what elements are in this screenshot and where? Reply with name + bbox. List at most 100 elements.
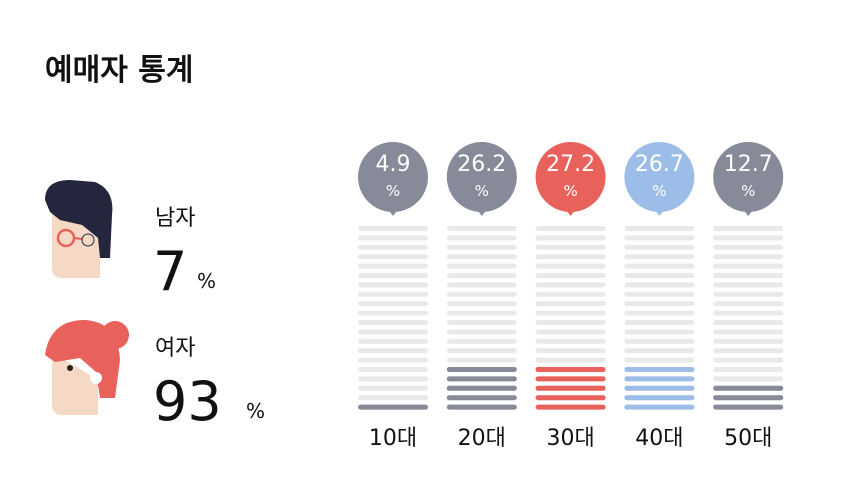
category-label: 40대: [635, 426, 683, 451]
empty-stripe: [713, 244, 784, 250]
bubble: [713, 142, 784, 212]
empty-stripe: [358, 395, 428, 401]
empty-stripe: [713, 348, 784, 354]
empty-stripe: [446, 244, 517, 250]
empty-stripe: [446, 348, 517, 354]
bar-stripe: [446, 376, 517, 382]
value-label: 4.9: [376, 152, 411, 177]
gender-unit: %: [246, 399, 265, 423]
empty-stripe: [446, 254, 517, 260]
empty-stripe: [535, 282, 606, 288]
empty-stripe: [535, 291, 606, 297]
empty-stripe: [358, 385, 428, 391]
gender-label: 여자: [155, 336, 195, 361]
bar-stripe: [624, 395, 695, 401]
empty-stripe: [624, 348, 695, 354]
empty-stripe: [446, 226, 517, 231]
empty-stripe: [358, 301, 428, 307]
empty-stripe: [358, 329, 428, 335]
empty-stripe: [624, 329, 695, 335]
bubble: [624, 142, 695, 212]
bar-stripe: [624, 367, 695, 372]
empty-stripe: [624, 357, 695, 363]
gender-unit: %: [197, 269, 216, 293]
empty-stripe: [358, 320, 428, 325]
empty-stripe: [446, 263, 517, 269]
empty-stripe: [713, 282, 784, 288]
empty-stripe: [535, 310, 606, 316]
empty-stripe: [358, 338, 428, 344]
empty-stripe: [358, 254, 428, 260]
value-unit: %: [475, 182, 489, 200]
bar-stripe: [446, 367, 517, 372]
empty-stripe: [358, 273, 428, 278]
bar: [713, 385, 784, 410]
bar-stripe: [624, 404, 695, 410]
empty-stripe: [358, 226, 428, 231]
bar: [446, 367, 517, 410]
empty-stripe: [713, 263, 784, 269]
empty-stripe: [624, 273, 695, 278]
category-label: 20대: [458, 426, 506, 451]
empty-stripe: [713, 338, 784, 344]
bubble: [358, 142, 428, 212]
empty-stripe: [358, 244, 428, 250]
category-label: 30대: [546, 426, 594, 451]
empty-stripe: [713, 329, 784, 335]
bar: [535, 367, 606, 410]
empty-stripe: [624, 263, 695, 269]
bubble: [446, 142, 517, 212]
empty-stripe: [713, 254, 784, 260]
empty-stripe: [713, 301, 784, 307]
empty-stripe: [358, 348, 428, 354]
value-unit: %: [563, 182, 577, 200]
bar-stripe: [446, 395, 517, 401]
bar-stripe: [535, 367, 606, 372]
empty-stripe: [713, 226, 784, 231]
bar-stripe: [535, 404, 606, 410]
bar: [624, 367, 695, 410]
empty-stripe: [535, 329, 606, 335]
value-label: 26.7: [635, 152, 684, 177]
empty-stripe: [535, 348, 606, 354]
bar-stripe: [624, 385, 695, 391]
empty-stripe: [624, 301, 695, 307]
empty-stripe: [446, 338, 517, 344]
empty-stripe: [535, 254, 606, 260]
empty-stripe: [358, 282, 428, 288]
empty-stripe: [446, 235, 517, 241]
bar: [358, 404, 428, 410]
empty-stripe: [535, 226, 606, 231]
empty-stripe: [446, 329, 517, 335]
empty-stripe: [713, 357, 784, 363]
empty-stripe: [624, 320, 695, 325]
empty-stripe: [535, 273, 606, 278]
empty-stripe: [624, 226, 695, 231]
bar-stripe: [624, 376, 695, 382]
bar-stripe: [713, 404, 784, 410]
value-unit: %: [652, 182, 666, 200]
value-unit: %: [386, 182, 400, 200]
empty-stripe: [358, 235, 428, 241]
empty-stripe: [358, 310, 428, 316]
empty-stripe: [713, 367, 784, 372]
empty-stripe: [446, 320, 517, 325]
empty-stripe: [624, 310, 695, 316]
gender-value: 7: [153, 240, 187, 303]
category-label: 10대: [369, 426, 417, 451]
title: 예매자 통계: [45, 53, 193, 88]
empty-stripe: [446, 291, 517, 297]
empty-stripe: [535, 244, 606, 250]
empty-stripe: [624, 291, 695, 297]
bar-stripe: [358, 404, 428, 410]
empty-stripe: [713, 235, 784, 241]
bar-stripe: [446, 404, 517, 410]
empty-stripe: [358, 376, 428, 382]
empty-stripe: [358, 357, 428, 363]
empty-stripe: [446, 282, 517, 288]
gender-value: 93: [153, 370, 222, 433]
empty-stripe: [358, 291, 428, 297]
value-label: 12.7: [724, 152, 773, 177]
empty-stripe: [624, 244, 695, 250]
